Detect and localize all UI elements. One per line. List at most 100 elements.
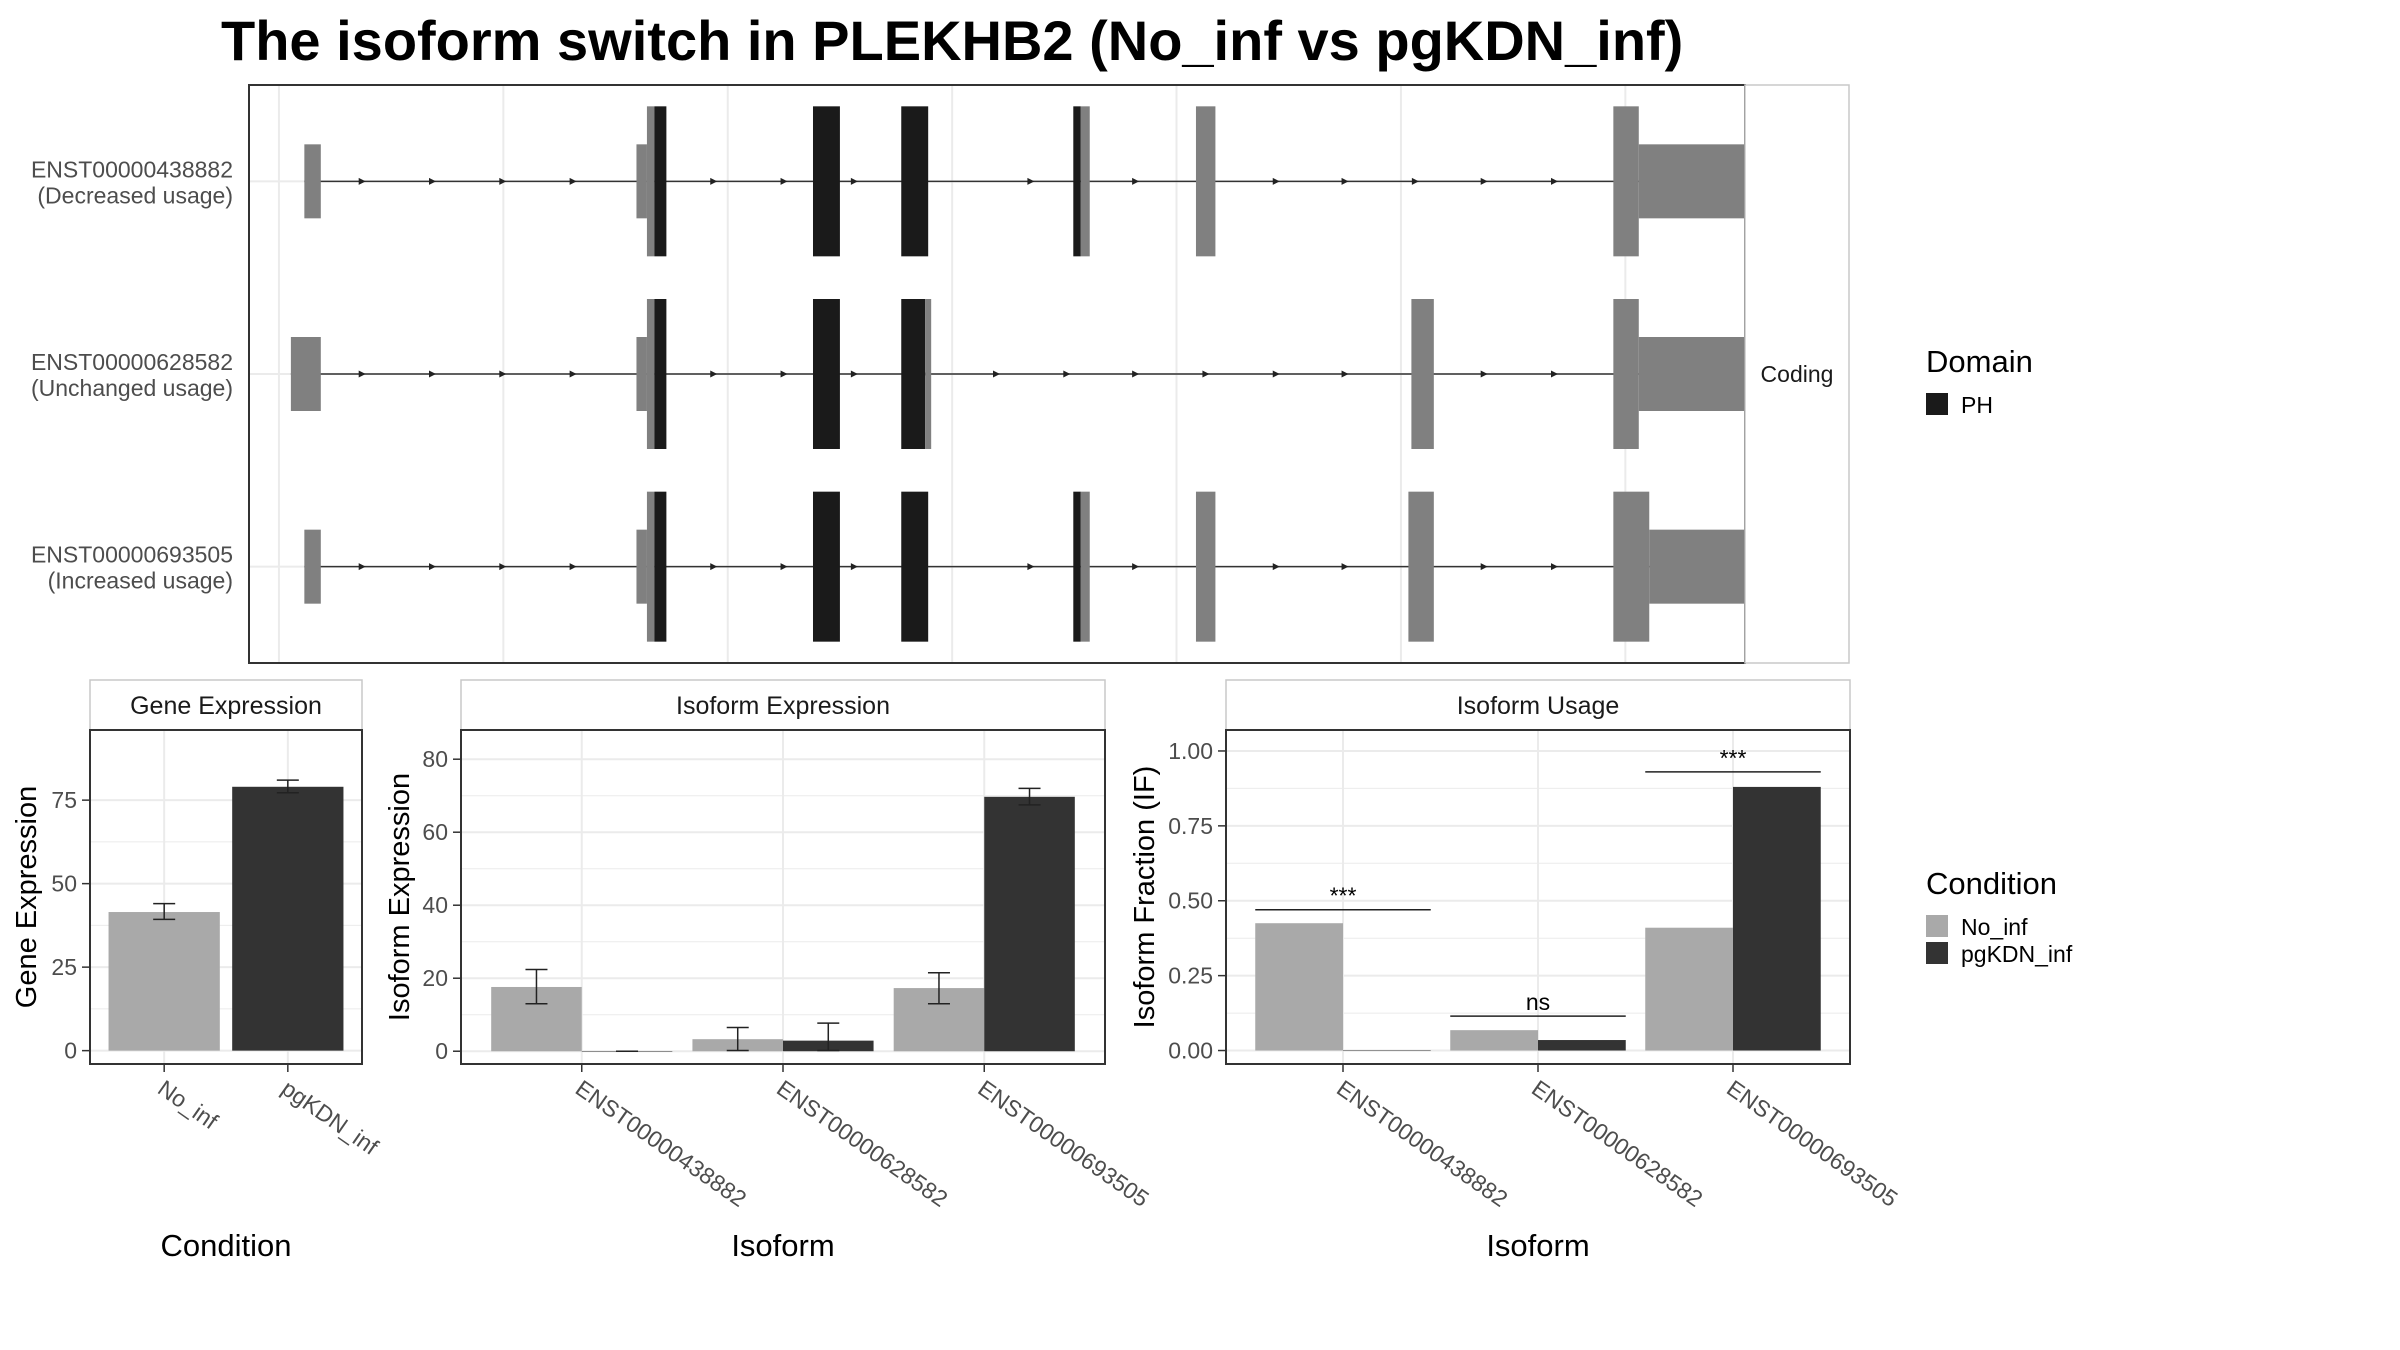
panel-strip: [1225, 679, 1851, 731]
x-axis-title: Isoform: [731, 1228, 834, 1263]
legend-label: pgKDN_inf: [1961, 941, 2073, 967]
bar-panel-2: Isoform Expression 0 20 40 60 80 ENST000004388…: [384, 679, 1154, 1263]
bar: [1450, 1030, 1538, 1051]
legend-label: PH: [1961, 392, 1993, 418]
y-tick-label: 0.00: [1168, 1038, 1213, 1064]
y-tick-label: 0: [435, 1038, 448, 1064]
chart-title: The isoform switch in PLEKHB2 (No_inf vs…: [221, 9, 1684, 72]
utr-exon: [636, 337, 647, 411]
bar: [108, 912, 220, 1051]
direction-arrow: [1341, 563, 1349, 571]
direction-arrow: [1341, 370, 1349, 378]
bar: [984, 796, 1075, 1052]
direction-arrow: [780, 177, 788, 185]
direction-arrow: [1272, 177, 1280, 185]
coding-exon: [1080, 491, 1090, 642]
panel-strip: [89, 679, 363, 731]
y-axis-title: Isoform Expression: [384, 773, 416, 1021]
significance-label: ns: [1526, 989, 1550, 1015]
panel-strip-title: Isoform Usage: [1457, 692, 1620, 720]
y-tick-label: 80: [422, 746, 448, 772]
y-tick-label: 25: [51, 954, 77, 980]
x-tick-label: ENST00000693505: [973, 1075, 1153, 1212]
direction-arrow: [993, 370, 1000, 378]
direction-arrow: [1411, 177, 1419, 185]
y-axis-title: Gene Expression: [11, 786, 43, 1008]
y-tick-label: 1.00: [1168, 738, 1213, 764]
direction-arrow: [358, 177, 366, 185]
direction-arrow: [1480, 177, 1488, 185]
ph-domain-exon: [812, 299, 840, 449]
domain-legend: Domain PH: [1926, 344, 2033, 418]
utr-exon: [636, 529, 647, 604]
direction-arrow: [499, 177, 507, 185]
direction-arrow: [499, 370, 507, 378]
panel-border: [89, 729, 363, 1065]
direction-arrow: [569, 563, 577, 571]
direction-arrow: [1341, 177, 1349, 185]
ph-domain-exon: [901, 106, 929, 257]
direction-arrow: [710, 370, 718, 378]
direction-arrow: [1063, 370, 1071, 378]
utr-exon: [304, 144, 321, 219]
direction-arrow: [499, 563, 507, 571]
significance-label: ***: [1330, 883, 1357, 909]
ph-domain-exon: [901, 299, 926, 449]
x-axis-title: Condition: [161, 1228, 292, 1263]
bar-panel-1: Gene Expression 0 25 50 75 No_inf pgKDN_inf Gen…: [11, 679, 384, 1263]
utr-exon: [636, 144, 647, 219]
x-tick-label: ENST00000628582: [1527, 1075, 1707, 1212]
direction-arrow: [780, 370, 788, 378]
x-tick-label: pgKDN_inf: [277, 1075, 384, 1160]
direction-arrow: [1202, 370, 1210, 378]
ph-domain-exon: [1073, 491, 1081, 642]
y-tick-label: 75: [51, 787, 77, 813]
structure-panel: ENST00000438882(Decreased usage) ENST0000…: [31, 84, 1850, 664]
direction-arrow: [358, 563, 366, 571]
direction-arrow: [1132, 177, 1140, 185]
transcript-usage-label: (Decreased usage): [37, 182, 233, 208]
coding-exon: [1613, 491, 1650, 642]
coding-exon: [1408, 491, 1434, 642]
bar: [1645, 927, 1733, 1051]
coding-exon: [1195, 106, 1216, 257]
direction-arrow: [1027, 563, 1035, 571]
direction-arrow: [1551, 177, 1559, 185]
direction-arrow: [429, 563, 437, 571]
y-tick-label: 40: [422, 892, 448, 918]
coding-exon: [646, 491, 655, 642]
direction-arrow: [569, 177, 577, 185]
panel-strip-title: Gene Expression: [130, 692, 322, 720]
direction-arrow: [358, 370, 366, 378]
ph-domain-exon: [812, 106, 840, 257]
x-tick-label: ENST00000438882: [571, 1075, 751, 1212]
bar: [1733, 786, 1821, 1051]
ph-domain-exon: [654, 106, 667, 257]
significance-label: ***: [1720, 745, 1747, 771]
legend-title: Condition: [1926, 866, 2057, 901]
panel-strip: [460, 679, 1106, 731]
x-tick-label: No_inf: [153, 1075, 223, 1135]
direction-arrow: [1132, 370, 1140, 378]
direction-arrow: [1480, 563, 1488, 571]
y-tick-label: 60: [422, 819, 448, 845]
ph-domain-exon: [1073, 106, 1081, 257]
legend-title: Domain: [1926, 344, 2033, 379]
direction-arrow: [780, 563, 788, 571]
legend-label: No_inf: [1961, 914, 2028, 940]
x-tick-label: ENST00000693505: [1722, 1075, 1902, 1212]
ph-domain-exon: [654, 299, 667, 449]
coding-exon: [1411, 299, 1434, 449]
transcript-id-label: ENST00000628582: [31, 349, 233, 375]
legend-key: [1926, 942, 1948, 964]
direction-arrow: [1551, 370, 1559, 378]
direction-arrow: [1027, 177, 1035, 185]
coding-exon: [925, 299, 932, 449]
direction-arrow: [569, 370, 577, 378]
coding-exon: [1195, 491, 1216, 642]
transcript-usage-label: (Unchanged usage): [31, 375, 233, 401]
direction-arrow: [429, 177, 437, 185]
bar: [232, 786, 344, 1051]
